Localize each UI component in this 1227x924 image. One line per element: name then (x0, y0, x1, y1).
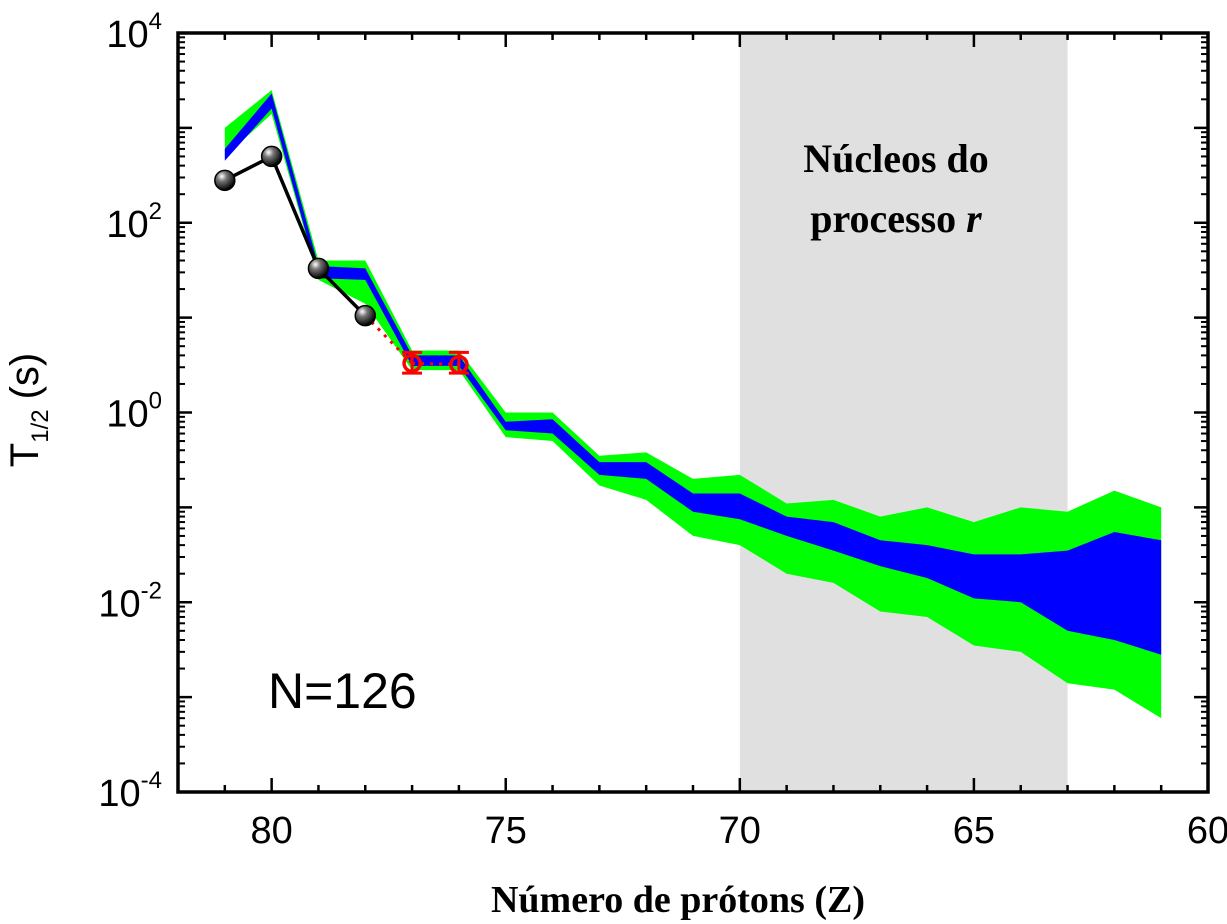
data-point-sphere (260, 145, 283, 168)
y-tick-label: 102 (106, 198, 162, 246)
dotted-connector (364, 314, 414, 365)
data-point-open-circle (402, 353, 422, 374)
y-tick-label: 100 (106, 388, 162, 436)
y-tick-label-base: 10 (106, 14, 148, 56)
y-tick-label: 10-2 (98, 577, 162, 625)
series-line (224, 154, 367, 317)
y-tick-label-exponent: 2 (149, 198, 162, 225)
band-1 (224, 93, 1162, 655)
data-point-open-circle (449, 354, 469, 375)
y-tick-label-exponent: 0 (149, 388, 162, 415)
y-tick-label-base: 10 (106, 394, 148, 436)
x-tick-label: 65 (953, 810, 995, 852)
x-axis-title: Número de prótons (Z) (491, 879, 865, 921)
region-label-italic: r (966, 196, 982, 241)
x-tick-label: 80 (250, 810, 292, 852)
y-tick-label-exponent: 4 (149, 8, 162, 35)
y-axis-title-sub: 1/2 (27, 409, 54, 442)
y-tick-label-base: 10 (98, 773, 140, 815)
y-axis-title: T1/2 (s) (3, 353, 54, 467)
y-tick-label: 10-4 (98, 767, 162, 815)
y-tick-label-exponent: -2 (141, 577, 162, 604)
data-point-sphere (307, 257, 330, 280)
shaded-region (739, 33, 1068, 792)
y-tick-label-base: 10 (98, 583, 140, 625)
y-tick-label-base: 10 (106, 204, 148, 246)
y-axis-title-unit: (s) (3, 353, 47, 400)
region-label-line2: processo r (810, 196, 982, 241)
y-tick-label: 104 (106, 8, 162, 56)
series-group (214, 145, 469, 375)
region-label-line1: Núcleos do (803, 136, 989, 181)
x-tick-label: 60 (1187, 810, 1227, 852)
region-label-word: processo (810, 196, 956, 241)
data-point-sphere (214, 169, 236, 192)
x-tick-label: 70 (719, 810, 761, 852)
bands-group (224, 90, 1162, 719)
y-axis-title-main: T (3, 443, 47, 467)
data-point-sphere (354, 304, 377, 327)
x-tick-label: 75 (485, 810, 527, 852)
y-tick-label-exponent: -4 (141, 767, 162, 794)
series-annotation: N=126 (268, 663, 417, 719)
